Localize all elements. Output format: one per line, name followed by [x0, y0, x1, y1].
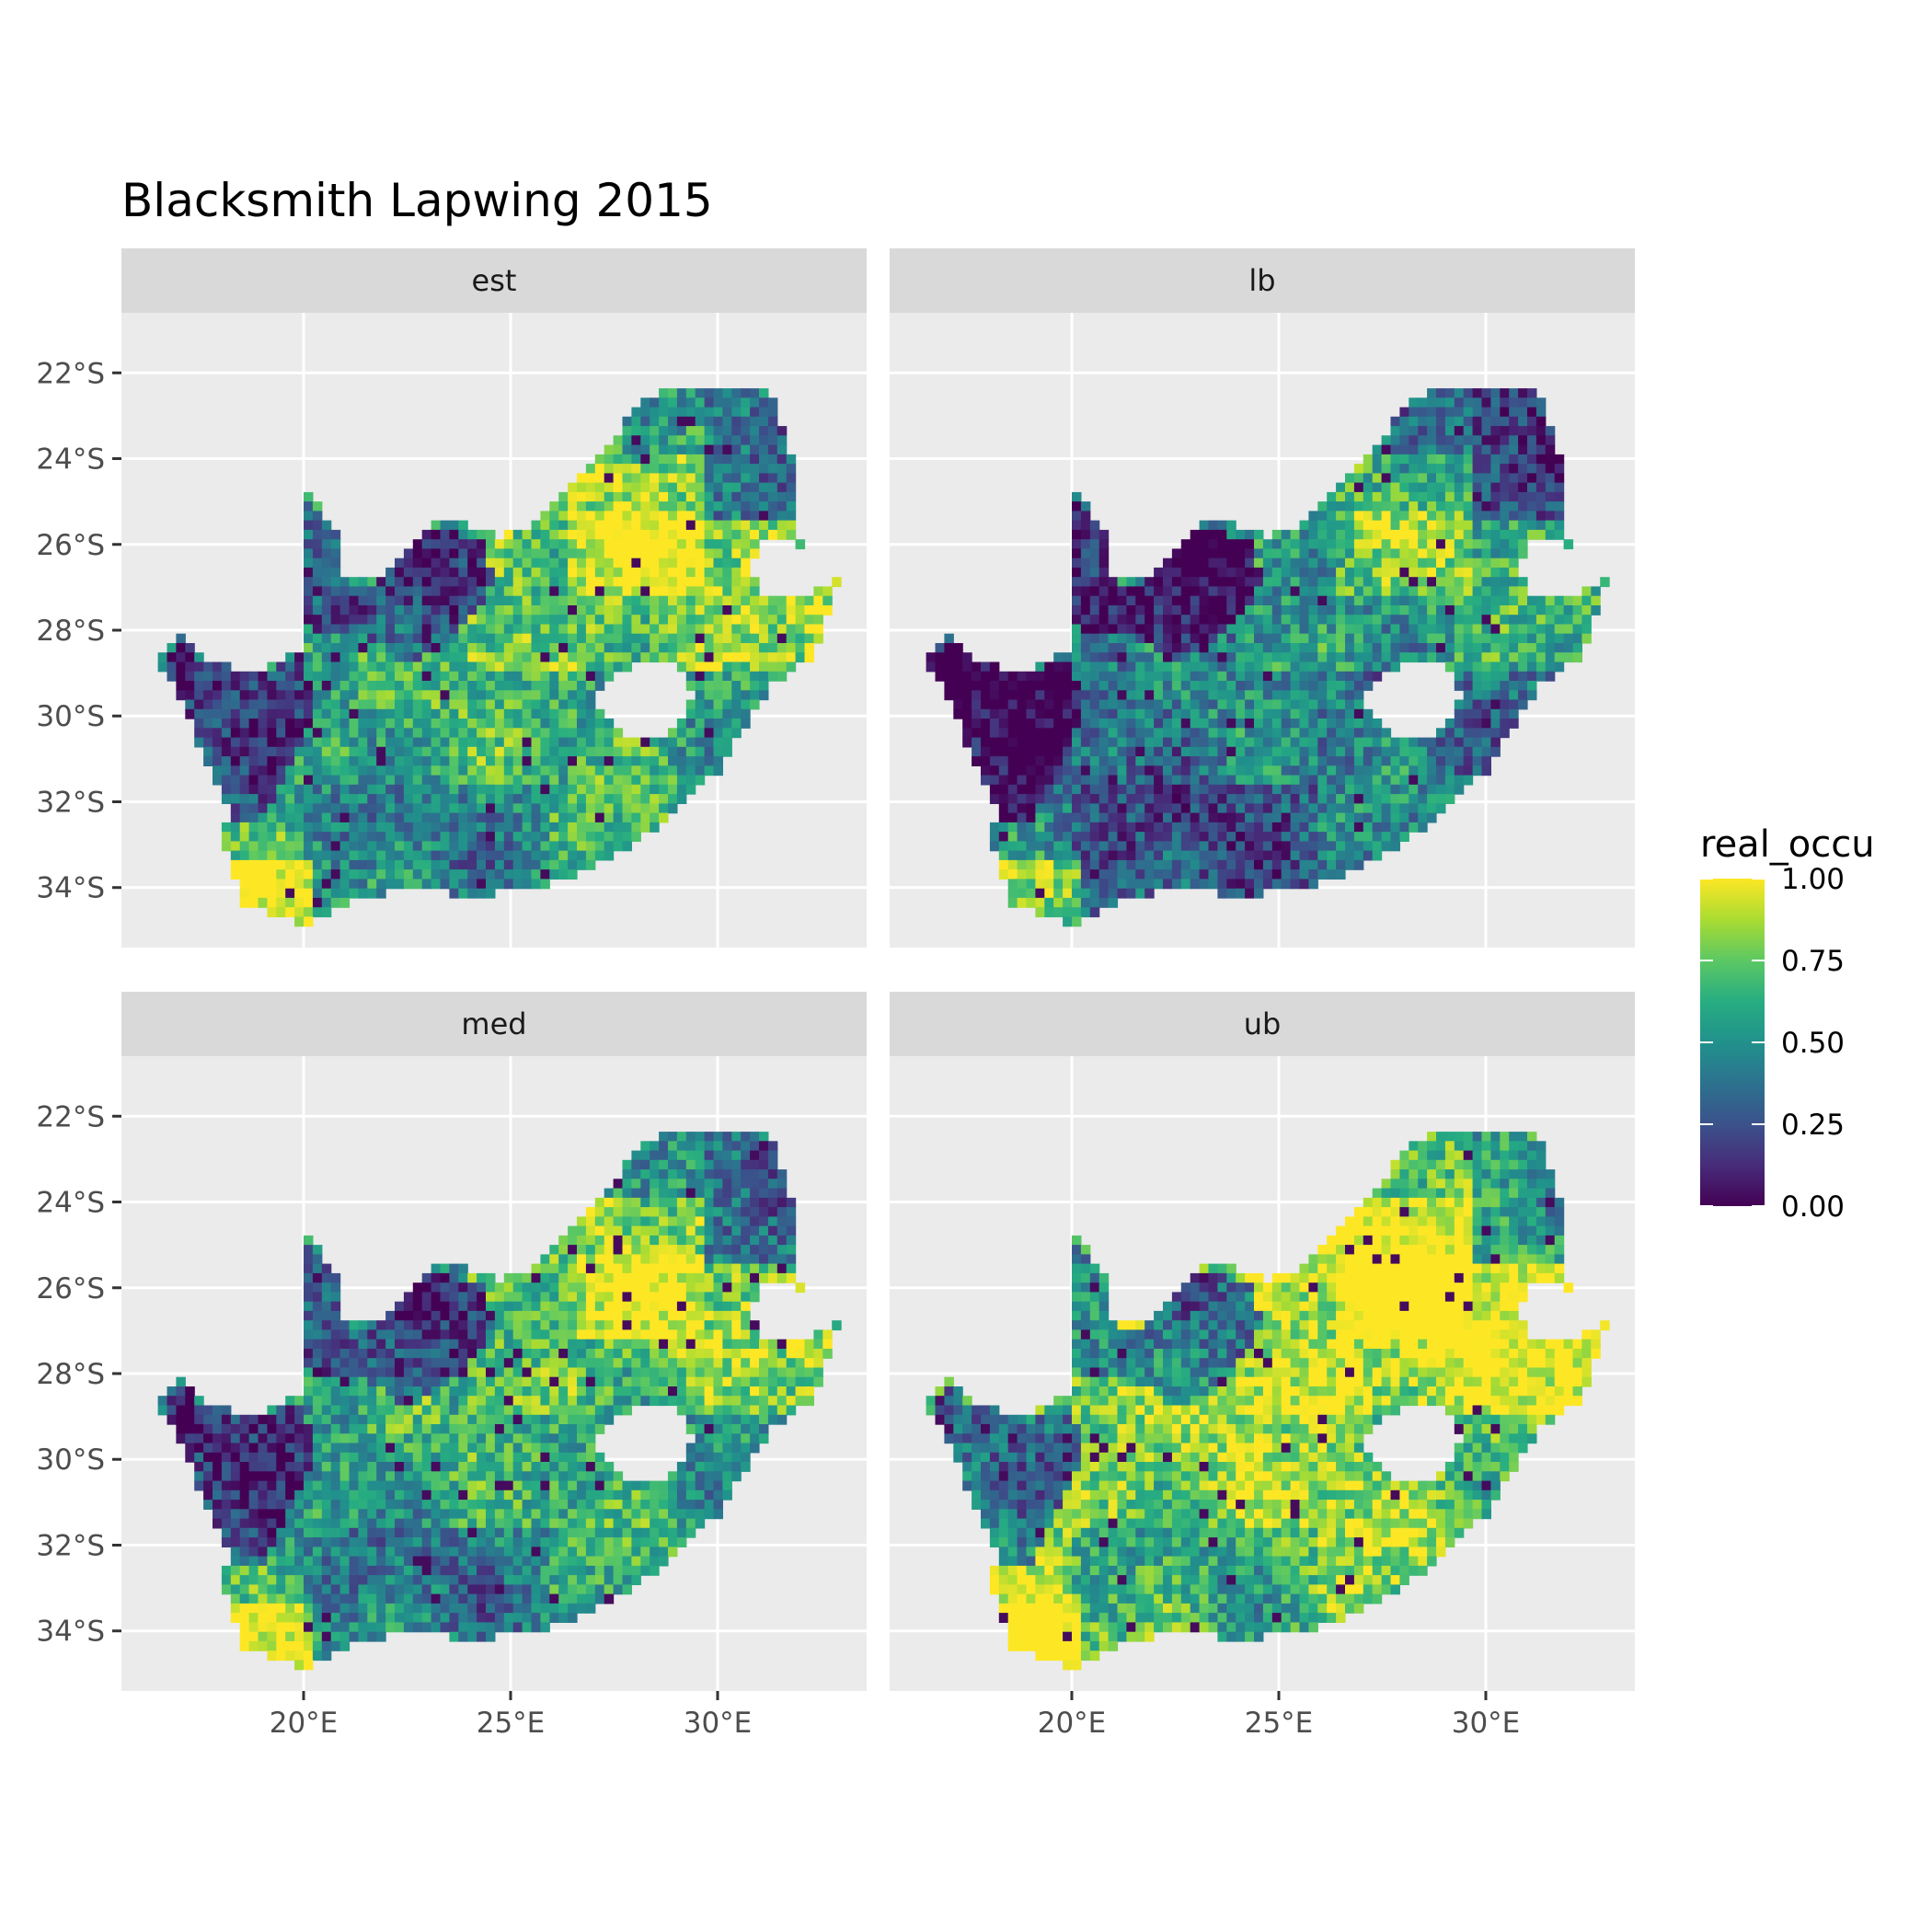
facet-panel-lb: lb	[890, 248, 1635, 948]
tick-label-lat: 26°S	[36, 1272, 105, 1305]
facet-panel-est: est 22°S 24°S 26°S 28°S 30°S 32°S 34°S	[36, 248, 867, 948]
tick-label-lat: 34°S	[36, 1616, 105, 1649]
legend-tick-label: 0.00	[1781, 1190, 1845, 1224]
tick-label-lon: 30°E	[1452, 1707, 1521, 1740]
facet-strip	[121, 248, 867, 313]
legend-tick-label: 0.50	[1781, 1027, 1845, 1060]
legend-tick-label: 0.75	[1781, 945, 1845, 978]
tick-label-lat: 22°S	[36, 1100, 105, 1133]
tick-label-lat: 34°S	[36, 872, 105, 905]
tick-label-lat: 22°S	[36, 357, 105, 390]
facet-panels: est 22°S 24°S 26°S 28°S 30°S 32°S 34°S lb med 22°S…	[36, 248, 1635, 1740]
facet-strip	[890, 248, 1635, 313]
facet-panel-ub: ub 20°E 25°E 30°E	[890, 992, 1635, 1740]
facet-strip	[890, 992, 1635, 1056]
tick-label-lat: 24°S	[36, 443, 105, 477]
tick-label-lat: 30°S	[36, 700, 105, 733]
facet-strip-label: ub	[1244, 1006, 1282, 1041]
tick-label-lon: 30°E	[684, 1707, 753, 1740]
tick-label-lat: 28°S	[36, 1358, 105, 1391]
tick-label-lon: 25°E	[477, 1707, 546, 1740]
occupancy-raster	[926, 388, 1610, 927]
occupancy-raster	[926, 1132, 1610, 1671]
tick-label-lat: 32°S	[36, 786, 105, 819]
facet-strip-label: est	[472, 263, 517, 298]
tick-label-lat: 28°S	[36, 615, 105, 648]
tick-label-lon: 25°E	[1245, 1707, 1314, 1740]
occupancy-raster	[157, 388, 842, 927]
legend-tick-label: 1.00	[1781, 863, 1845, 896]
facet-strip	[121, 992, 867, 1056]
tick-label-lat: 32°S	[36, 1529, 105, 1562]
tick-label-lon: 20°E	[1038, 1707, 1107, 1740]
facet-strip-label: lb	[1248, 263, 1275, 298]
facet-panel-med: med 22°S 24°S 26°S 28°S 30°S 32°S 34°S 20°E 25°E 3…	[36, 992, 867, 1740]
facet-strip-label: med	[461, 1006, 526, 1041]
tick-label-lat: 30°S	[36, 1443, 105, 1477]
legend-title: real_occu	[1700, 823, 1875, 866]
legend-tick-label: 0.25	[1781, 1109, 1845, 1142]
occupancy-raster	[157, 1132, 842, 1671]
tick-label-lat: 26°S	[36, 529, 105, 562]
figure-title: Blacksmith Lapwing 2015	[121, 174, 713, 227]
tick-label-lon: 20°E	[270, 1707, 339, 1740]
tick-label-lat: 24°S	[36, 1187, 105, 1220]
